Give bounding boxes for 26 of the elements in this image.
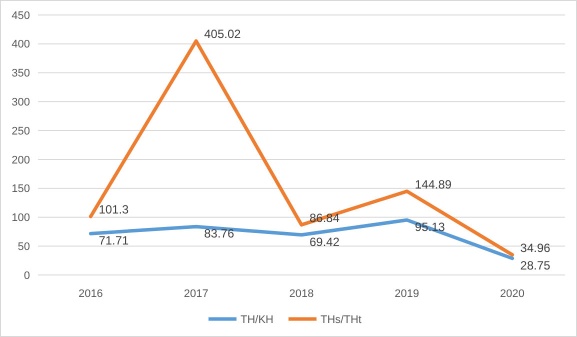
y-tick-label: 350 (12, 68, 30, 80)
y-tick-label: 200 (12, 154, 30, 166)
line-series (88, 39, 514, 257)
data-label: 144.89 (414, 177, 452, 192)
x-tick-label: 2018 (289, 288, 314, 300)
y-tick-label: 300 (12, 96, 30, 109)
x-tick-label: 2016 (78, 288, 103, 300)
x-tick-label: 2020 (500, 288, 525, 300)
data-label: 69.42 (310, 234, 340, 249)
data-label: 71.71 (98, 234, 130, 248)
y-tick-label: 150 (12, 183, 30, 196)
y-tick-label: 450 (12, 10, 30, 22)
legend-label: THs/THt (320, 314, 362, 326)
data-label: 83.76 (204, 226, 234, 241)
y-tick-label: 50 (18, 240, 30, 253)
x-tick-label: 2019 (394, 288, 420, 300)
data-label: 34.96 (520, 240, 551, 255)
y-tick-label: 400 (12, 38, 30, 51)
y-tick-label: 0 (24, 270, 30, 282)
data-label: 28.75 (520, 258, 551, 272)
legend-label: TH/KH (240, 314, 274, 326)
y-tick-label: 250 (12, 125, 30, 138)
y-tick-label: 100 (12, 212, 30, 224)
data-label: 101.3 (98, 202, 130, 216)
x-tick-label: 2017 (184, 288, 208, 300)
data-label: 405.02 (204, 26, 242, 41)
